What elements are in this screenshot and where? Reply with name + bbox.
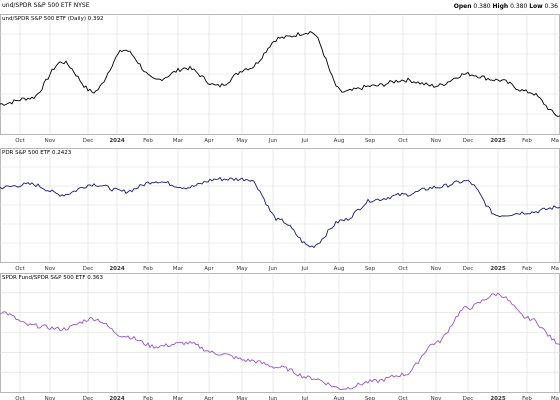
low-value: 0.36 [544,3,558,10]
panel-frame [0,148,560,263]
open-value: 0.380 [473,3,491,10]
x-tick-label: Mar [173,138,184,144]
x-tick-label: Jul [301,266,309,272]
x-tick-label: Nov [431,138,442,144]
x-tick-label: Feb [522,396,532,400]
x-tick-label: May [236,138,248,144]
x-tick-label: Oct [398,138,408,144]
x-tick-label: 2025 [490,138,505,144]
x-tick-label: Nov [45,396,56,400]
x-tick-label: Jun [268,266,278,272]
open-label: Open [453,3,472,10]
x-tick-label: Jun [268,138,278,144]
x-tick-label: Nov [431,396,442,400]
x-tick-label: Ma [551,138,559,144]
x-tick-label: Jul [301,396,309,400]
x-tick-label: 2024 [109,138,124,144]
x-tick-label: Feb [143,396,153,400]
x-tick-label: Feb [522,138,532,144]
chart-panel-1: Oct Nov Dec 2024 Feb Mar Apr May Jun Jul Aug Sep Oct… [0,14,560,144]
x-tick-label: Sep [365,266,376,272]
x-tick-label: 2025 [490,396,505,400]
x-tick-label: Feb [143,266,153,272]
x-tick-label: Dec [463,266,474,272]
x-tick-label: Nov [45,266,56,272]
low-label: Low [529,3,543,10]
panel-title: und/SPDR S&P 500 ETF (Daily) 0.392 [2,16,103,22]
ticker-title: und/SPDR S&P 500 ETF NYSE [2,2,90,9]
x-tick-label: Oct [15,266,25,272]
x-tick-label: Mar [173,396,184,400]
x-tick-label: Sep [365,396,376,400]
x-tick-label: Dec [463,396,474,400]
x-tick-label: Apr [204,266,214,272]
x-tick-label: Oct [398,266,408,272]
x-tick-label: Ma [551,396,559,400]
x-tick-label: Oct [398,396,408,400]
series-line [0,176,560,249]
panel-frame [0,273,560,393]
x-tick-label: Dec [83,138,94,144]
ohl-readout: Open 0.380 High 0.380 Low 0.36 [454,3,558,11]
chart-header-title: und/SPDR S&P 500 ETF NYSE [2,2,90,10]
x-tick-label: Nov [45,138,56,144]
x-tick-label: Aug [334,266,345,272]
x-tick-label: Oct [15,138,25,144]
x-tick-label: Dec [83,396,94,400]
x-tick-label: Aug [334,396,345,400]
x-tick-label: 2025 [490,266,505,272]
chart-panel-2: Oct Nov Dec 2024 Feb Mar Apr May Jun Jul Aug Sep Oct… [0,148,560,272]
x-tick-label: Feb [143,138,153,144]
x-tick-label: Ma [551,266,559,272]
panel-title: PDR S&P 500 ETF 0.2423 [2,150,72,156]
x-tick-label: Dec [463,138,474,144]
high-label: High [492,3,509,10]
x-tick-label: May [236,396,248,400]
panel-frame [0,14,560,135]
x-tick-label: Jun [268,396,278,400]
x-tick-label: Feb [522,266,532,272]
x-tick-label: Aug [334,138,345,144]
panel-title: SPDR Fund/SPDR S&P 500 ETF 0.363 [2,275,103,281]
x-tick-label: Sep [365,138,376,144]
x-tick-label: Jul [301,138,309,144]
x-tick-label: 2024 [109,396,124,400]
x-tick-label: Mar [173,266,184,272]
series-line [0,31,560,117]
series-line [0,292,560,391]
high-value: 0.380 [510,3,528,10]
x-tick-label: 2024 [109,266,124,272]
x-tick-label: Nov [431,266,442,272]
chart-panel-3: Oct Nov Dec 2024 Feb Mar Apr May Jun Jul Aug Sep Oct… [0,273,560,400]
x-tick-label: May [236,266,248,272]
x-tick-label: Apr [204,396,214,400]
x-tick-label: Oct [15,396,25,400]
x-tick-label: Dec [83,266,94,272]
x-tick-label: Apr [204,138,214,144]
